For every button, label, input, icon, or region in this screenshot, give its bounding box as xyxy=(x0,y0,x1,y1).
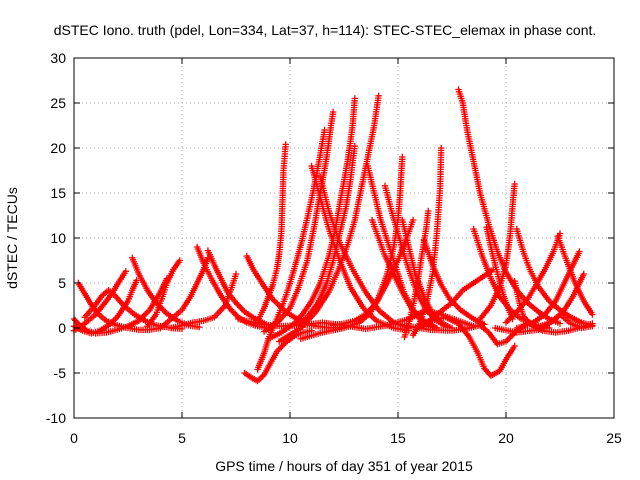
grid xyxy=(74,58,614,418)
series-markers xyxy=(455,86,564,327)
series-markers xyxy=(235,306,477,333)
series-41 xyxy=(513,248,583,332)
series-45 xyxy=(235,306,477,333)
series-30 xyxy=(420,236,488,328)
series-markers xyxy=(409,144,445,339)
series-40 xyxy=(554,233,596,318)
data-points xyxy=(70,86,596,385)
series-7 xyxy=(144,257,184,330)
series-markers xyxy=(144,257,184,330)
x-axis-ticks: 0 5 10 15 20 25 xyxy=(70,58,622,446)
x-tick-label: 0 xyxy=(70,430,78,446)
series-markers xyxy=(241,327,315,385)
series-markers xyxy=(168,270,240,332)
series-28 xyxy=(409,144,445,339)
y-tick-label: 25 xyxy=(50,95,66,111)
series-12 xyxy=(241,327,315,385)
series-44 xyxy=(511,278,596,336)
y-tick-label: 15 xyxy=(50,185,66,201)
x-tick-label: 5 xyxy=(178,430,186,446)
y-tick-label: 20 xyxy=(50,140,66,156)
y-tick-label: 10 xyxy=(50,230,66,246)
chart-title: dSTEC Iono. truth (pdel, Lon=334, Lat=37… xyxy=(54,22,597,38)
x-tick-label: 15 xyxy=(390,430,406,446)
series-37 xyxy=(476,180,518,323)
series-markers xyxy=(476,180,518,323)
series-34 xyxy=(455,86,564,327)
series-1 xyxy=(70,275,171,337)
y-tick-label: -5 xyxy=(54,365,67,381)
x-tick-label: 10 xyxy=(282,430,298,446)
y-axis-label: dSTEC / TECUs xyxy=(4,187,20,289)
x-tick-label: 25 xyxy=(606,430,622,446)
y-tick-label: -10 xyxy=(46,410,66,426)
series-markers xyxy=(554,233,596,318)
y-tick-label: 0 xyxy=(58,320,66,336)
x-axis-label: GPS time / hours of day 351 of year 2015 xyxy=(215,458,473,474)
series-11 xyxy=(168,270,240,332)
x-tick-label: 20 xyxy=(498,430,514,446)
series-markers xyxy=(70,275,171,337)
y-tick-label: 30 xyxy=(50,50,66,66)
y-tick-label: 5 xyxy=(58,275,66,291)
series-markers xyxy=(513,248,583,332)
y-axis-ticks: -10 -5 0 5 10 15 20 25 30 xyxy=(46,50,614,426)
series-markers xyxy=(420,236,488,328)
series-markers xyxy=(511,278,596,336)
